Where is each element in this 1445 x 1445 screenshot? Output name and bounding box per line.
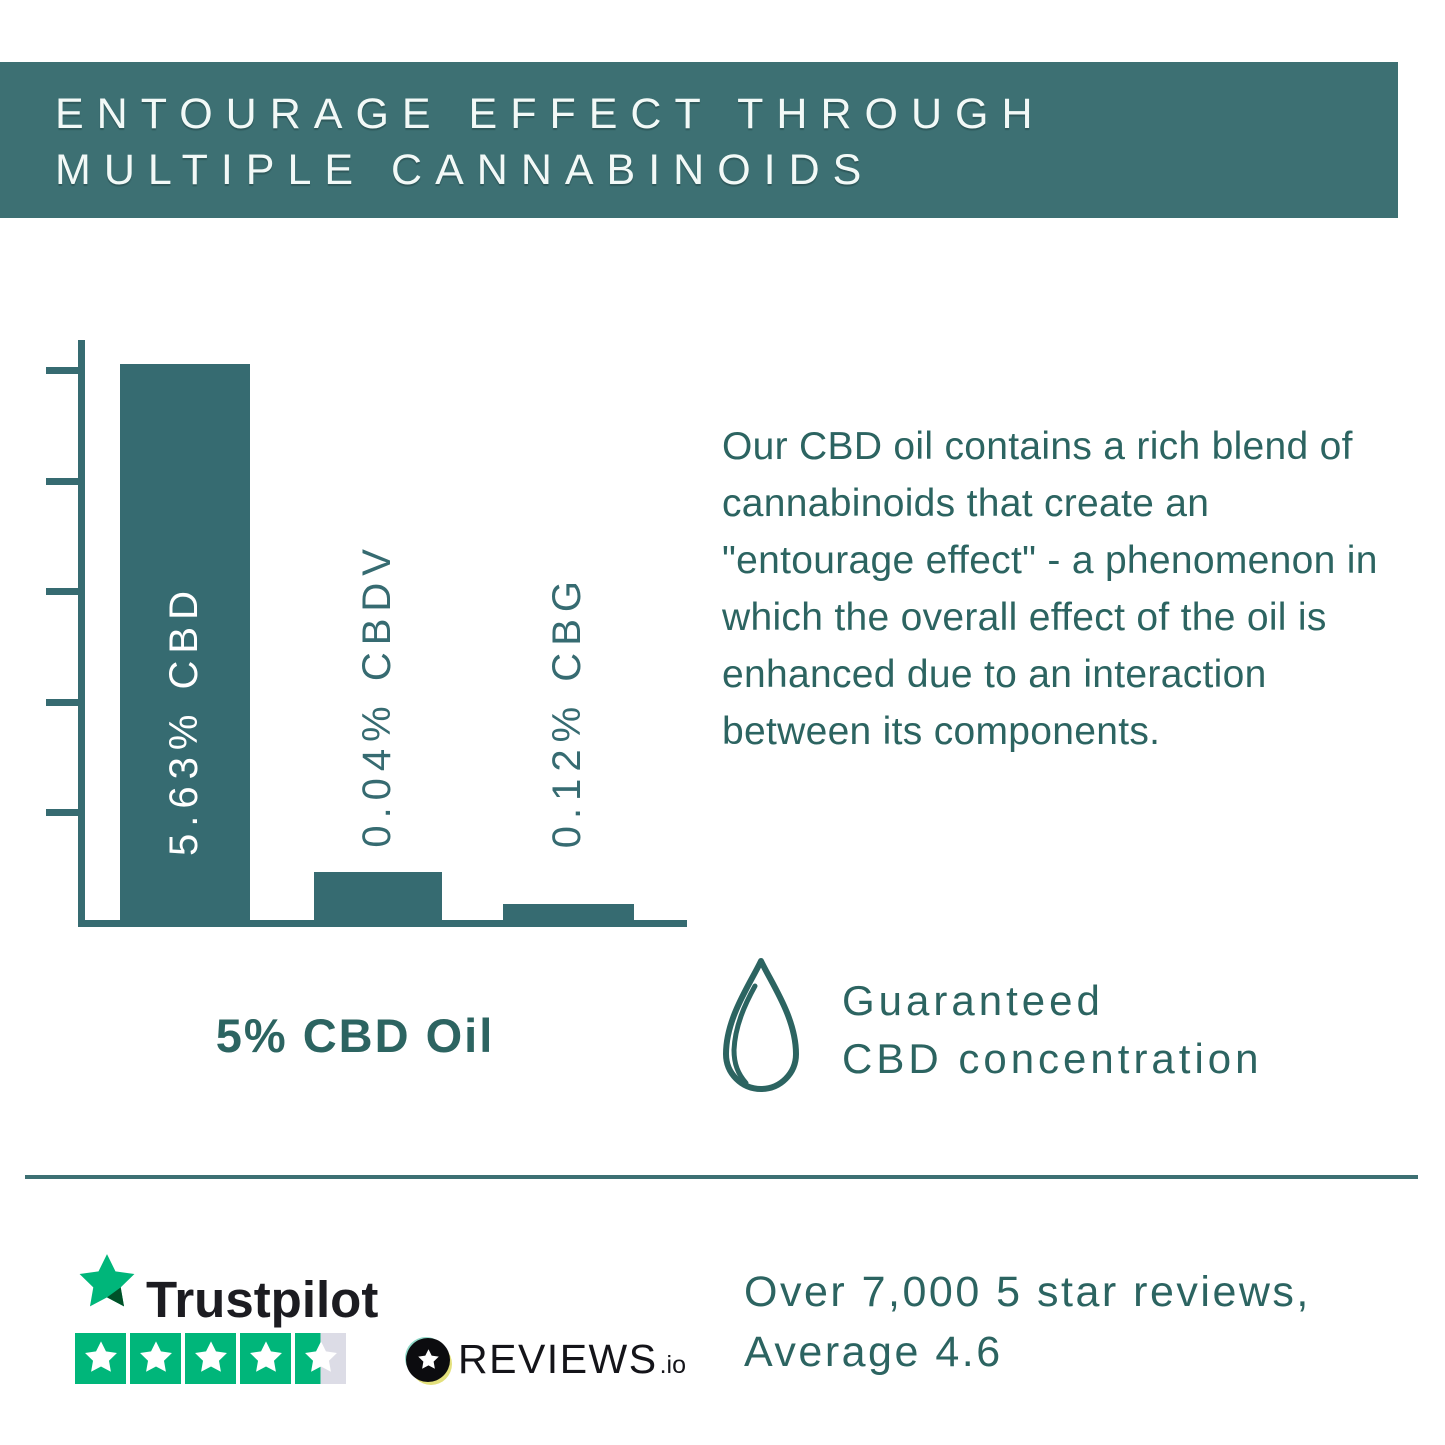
guarantee-line-1: Guaranteed — [842, 977, 1104, 1024]
chart-y-axis — [78, 340, 85, 927]
trustpilot-rating-stars — [75, 1333, 346, 1384]
reviewsio-wordmark: REVIEWS — [458, 1336, 658, 1382]
page-title: ENTOURAGE EFFECT THROUGH MULTIPLE CANNAB… — [55, 90, 1046, 194]
y-axis-tick — [46, 698, 85, 706]
y-axis-tick — [46, 477, 85, 485]
header-banner: ENTOURAGE EFFECT THROUGH MULTIPLE CANNAB… — [0, 62, 1398, 218]
review-summary-line-2: Average 4.6 — [744, 1328, 1003, 1376]
section-divider — [25, 1175, 1418, 1179]
guarantee-line-2: CBD concentration — [842, 1035, 1263, 1082]
trustpilot-star-2 — [130, 1333, 181, 1384]
bar-cbdv — [314, 872, 442, 920]
trustpilot-star-5 — [295, 1333, 346, 1384]
reviewsio-star-icon — [406, 1337, 450, 1382]
y-axis-tick — [46, 809, 85, 816]
bar-label-cbdv: 0.04% CBDV — [355, 542, 399, 848]
trustpilot-star-1 — [75, 1333, 126, 1384]
bar-cbg — [503, 904, 634, 920]
review-summary-line-1: Over 7,000 5 star reviews, — [744, 1268, 1311, 1316]
chart-title: 5% CBD Oil — [215, 1009, 495, 1062]
chart-x-axis — [78, 920, 687, 927]
y-axis-tick — [46, 367, 85, 374]
trustpilot-star-4 — [240, 1333, 291, 1384]
bar-label-cbd: 5.63% CBD — [162, 584, 206, 856]
trustpilot-star-icon — [74, 1252, 140, 1320]
trustpilot-wordmark: Trustpilot — [146, 1271, 379, 1328]
droplet-icon — [718, 956, 804, 1099]
bar-label-cbg: 0.12% CBG — [545, 573, 589, 848]
bar-cbd — [120, 364, 250, 920]
guarantee-text: Guaranteed CBD concentration — [842, 972, 1263, 1088]
reviewsio-suffix: .io — [659, 1351, 686, 1379]
y-axis-tick — [46, 588, 85, 595]
reviewsio-logo: REVIEWS .io — [406, 1336, 686, 1383]
review-summary: Over 7,000 5 star reviews, Average 4.6 — [744, 1262, 1311, 1382]
trustpilot-star-3 — [185, 1333, 236, 1384]
description-paragraph: Our CBD oil contains a rich blend of can… — [722, 425, 1378, 753]
